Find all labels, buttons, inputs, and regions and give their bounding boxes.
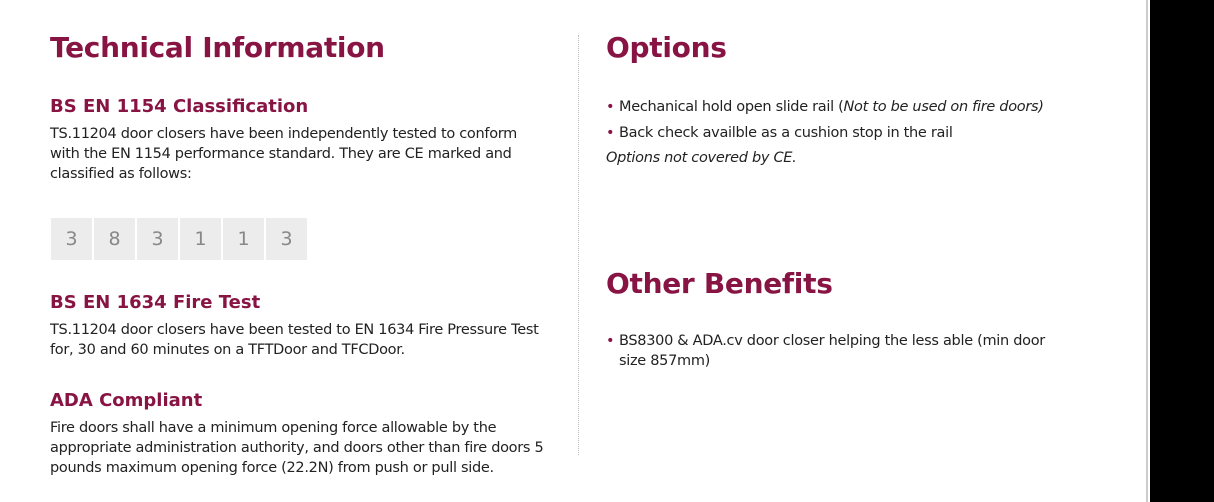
classification-digit: 3 (137, 218, 178, 260)
options-list: Mechanical hold open slide rail (Not to … (606, 97, 1106, 149)
classification-digit: 3 (51, 218, 92, 260)
options-title: Options (606, 31, 727, 64)
list-item: Back check availble as a cushion stop in… (606, 123, 1106, 143)
section-heading: BS EN 1154 Classification (50, 96, 309, 117)
section-heading: BS EN 1634 Fire Test (50, 292, 261, 313)
other-benefits-title: Other Benefits (606, 267, 833, 300)
option-note: Not to be used on fire doors) (843, 99, 1044, 115)
list-item: BS8300 & ADA.cv door closer helping the … (606, 331, 1066, 371)
section-body: TS.11204 door closers have been independ… (50, 126, 517, 182)
section-body: TS.11204 door closers have been tested t… (50, 322, 539, 358)
benefits-list: BS8300 & ADA.cv door closer helping the … (606, 331, 1066, 377)
option-text: Back check availble as a cushion stop in… (619, 125, 953, 141)
technical-information-title: Technical Information (50, 31, 385, 64)
options-note: Options not covered by CE. (606, 150, 797, 166)
list-item: Mechanical hold open slide rail (Not to … (606, 97, 1106, 117)
page-edge (1146, 0, 1148, 502)
classification-digit: 8 (94, 218, 135, 260)
classification-digit: 3 (266, 218, 307, 260)
classification-digit: 1 (223, 218, 264, 260)
classification-boxes: 3 8 3 1 1 3 (51, 218, 307, 260)
column-divider (578, 35, 579, 455)
section-heading: ADA Compliant (50, 390, 203, 411)
option-text: Mechanical hold open slide rail ( (619, 99, 844, 115)
classification-digit: 1 (180, 218, 221, 260)
black-margin (1150, 0, 1214, 502)
section-body: Fire doors shall have a minimum opening … (50, 420, 544, 476)
